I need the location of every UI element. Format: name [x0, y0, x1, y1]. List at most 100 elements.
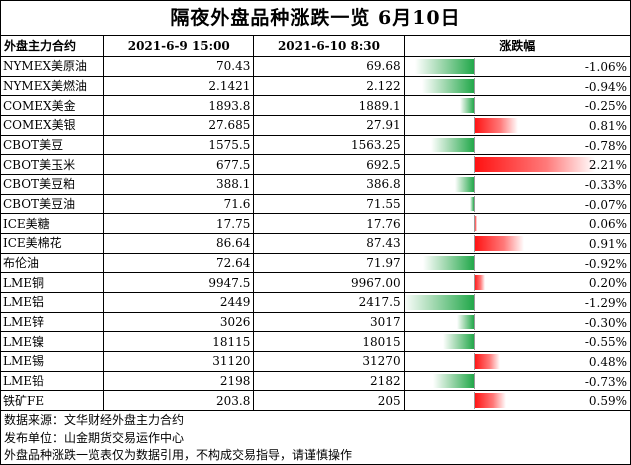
change-bar-area: -0.25% — [405, 97, 629, 114]
change-cell: 0.20% — [403, 272, 631, 293]
change-percent: 0.81% — [588, 118, 627, 133]
change-bar-area: -0.73% — [405, 372, 629, 390]
prev-price: 1575.5 — [103, 134, 255, 156]
curr-price: 2417.5 — [253, 291, 405, 313]
prev-price: 2198 — [103, 370, 255, 392]
change-bar — [469, 196, 474, 212]
zero-axis-line — [473, 77, 475, 95]
zero-axis-line — [473, 215, 475, 232]
change-bar — [473, 235, 524, 251]
change-bar-area: 0.06% — [405, 215, 629, 232]
zero-axis-line — [473, 175, 475, 193]
contract-name: ICE美棉花 — [0, 232, 105, 254]
change-bar-area: -1.29% — [405, 293, 629, 311]
zero-axis-line — [473, 136, 475, 154]
change-percent: -1.29% — [584, 295, 627, 310]
table-row: 布伦油 72.64 71.97 -0.92% — [0, 252, 631, 274]
table-row: LME铝 2449 2417.5 -1.29% — [0, 291, 631, 313]
prev-price: 1893.8 — [103, 95, 255, 116]
change-percent: -0.92% — [584, 256, 627, 271]
curr-price: 2182 — [253, 370, 405, 392]
contract-name: LME锌 — [0, 311, 105, 333]
curr-price: 71.97 — [253, 252, 405, 274]
change-percent: -0.78% — [584, 138, 627, 153]
prev-price: 2.1421 — [103, 75, 255, 97]
change-cell: -0.94% — [403, 75, 631, 97]
change-bar-area: -0.92% — [405, 254, 629, 272]
zero-axis-line — [473, 195, 475, 213]
table-title: 隔夜外盘品种涨跌一览 6月10日 — [0, 0, 631, 37]
curr-price: 9967.00 — [253, 272, 405, 293]
prev-price: 70.43 — [103, 55, 255, 77]
prev-price: 27.685 — [103, 114, 255, 136]
change-bar — [473, 216, 477, 231]
table-row: ICE美棉花 86.64 87.43 0.91% — [0, 232, 631, 254]
table-row: LME锌 3026 3017 -0.30% — [0, 311, 631, 333]
curr-price: 1889.1 — [253, 95, 405, 116]
change-cell: -0.30% — [403, 311, 631, 333]
header-change: 涨跌幅 — [403, 35, 631, 57]
curr-price: 17.76 — [253, 213, 405, 234]
change-bar — [405, 294, 474, 310]
zero-axis-line — [473, 116, 475, 134]
zero-axis-line — [473, 372, 475, 390]
change-bar-area: -1.06% — [405, 57, 629, 75]
change-bar — [422, 255, 474, 271]
zero-axis-line — [473, 313, 475, 331]
zero-axis-line — [473, 254, 475, 272]
table-row: NYMEX美原油 70.43 69.68 -1.06% — [0, 55, 631, 77]
change-bar — [415, 58, 474, 74]
prev-price: 388.1 — [103, 173, 255, 195]
change-percent: -0.07% — [584, 197, 627, 212]
change-bar — [433, 373, 474, 389]
change-bar — [473, 117, 519, 133]
zero-axis-line — [473, 392, 475, 410]
prev-price: 677.5 — [103, 154, 255, 175]
table-row: LME铅 2198 2182 -0.73% — [0, 370, 631, 392]
change-percent: -1.06% — [584, 59, 627, 74]
prev-price: 3026 — [103, 311, 255, 333]
change-cell: -0.78% — [403, 134, 631, 156]
prev-price: 86.64 — [103, 232, 255, 254]
prev-price: 203.8 — [103, 390, 255, 412]
curr-price: 692.5 — [253, 154, 405, 175]
change-percent: 0.06% — [588, 217, 627, 232]
change-cell: 0.06% — [403, 213, 631, 234]
contract-name: NYMEX美原油 — [0, 55, 105, 77]
header-contract: 外盘主力合约 — [0, 35, 105, 57]
contract-name: 布伦油 — [0, 252, 105, 274]
curr-price: 2.122 — [253, 75, 405, 97]
change-cell: -0.07% — [403, 193, 631, 215]
contract-name: LME铜 — [0, 272, 105, 293]
change-bar-area: -0.94% — [405, 77, 629, 95]
change-bar — [455, 176, 474, 192]
change-bar-area: -0.78% — [405, 136, 629, 154]
change-bar — [421, 78, 474, 94]
curr-price: 27.91 — [253, 114, 405, 136]
contract-name: ICE美糖 — [0, 213, 105, 234]
change-bar — [473, 354, 500, 369]
change-cell: -1.06% — [403, 55, 631, 77]
zero-axis-line — [473, 156, 475, 173]
contract-name: CBOT美豆 — [0, 134, 105, 156]
table-row: CBOT美豆油 71.6 71.55 -0.07% — [0, 193, 631, 215]
change-bar — [457, 314, 474, 330]
curr-price: 1563.25 — [253, 134, 405, 156]
change-cell: -0.73% — [403, 370, 631, 392]
footer-disclaimer: 外盘品种涨跌一览表仅为数据引用，不构成交易指导，请谨慎操作 — [0, 446, 631, 465]
change-percent: -0.33% — [584, 177, 627, 192]
prev-price: 18115 — [103, 331, 255, 352]
zero-axis-line — [473, 274, 475, 291]
footer-source: 数据来源：文华财经外盘主力合约 — [0, 410, 631, 429]
change-bar-area: 2.21% — [405, 156, 629, 173]
contract-name: LME锡 — [0, 351, 105, 372]
change-bar-area: -0.30% — [405, 313, 629, 331]
change-percent: 0.48% — [588, 355, 627, 369]
change-bar — [459, 98, 474, 113]
zero-axis-line — [473, 57, 475, 75]
prev-price: 71.6 — [103, 193, 255, 215]
curr-price: 31270 — [253, 351, 405, 372]
prev-price: 72.64 — [103, 252, 255, 274]
prev-price: 9947.5 — [103, 272, 255, 293]
